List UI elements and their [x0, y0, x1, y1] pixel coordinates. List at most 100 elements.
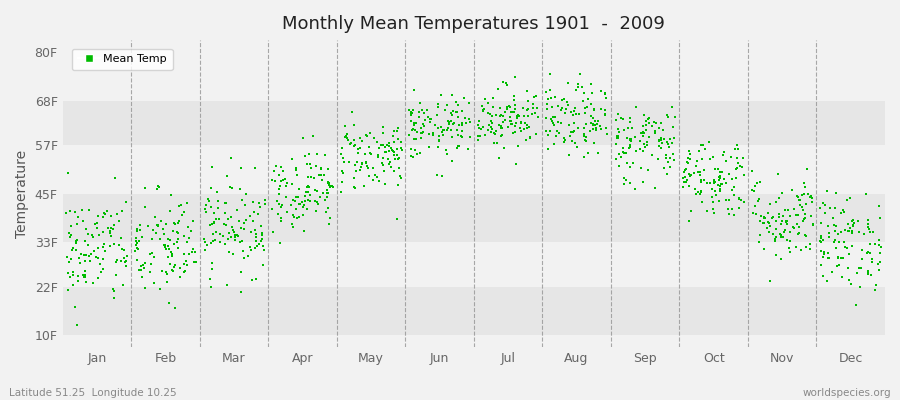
Point: [161, 246, 176, 252]
Point: [391, 125, 405, 131]
Point: [845, 222, 859, 228]
Point: [860, 250, 875, 256]
Point: [493, 112, 508, 118]
Point: [611, 132, 625, 139]
Point: [861, 226, 876, 233]
Point: [91, 213, 105, 219]
Point: [571, 80, 585, 87]
Point: [255, 236, 269, 242]
Point: [618, 177, 633, 183]
Point: [693, 169, 707, 175]
Point: [319, 209, 333, 216]
Point: [506, 130, 520, 136]
Point: [149, 230, 164, 237]
Point: [598, 95, 613, 102]
Point: [351, 145, 365, 152]
Point: [132, 227, 147, 234]
Point: [77, 237, 92, 244]
Point: [751, 198, 765, 204]
Point: [207, 210, 221, 216]
Point: [580, 121, 594, 127]
Point: [641, 166, 655, 173]
Point: [303, 165, 318, 172]
Bar: [62, 242, 885, 286]
Point: [703, 179, 717, 186]
Point: [394, 147, 409, 154]
Point: [831, 231, 845, 238]
Point: [63, 274, 77, 280]
Point: [87, 248, 102, 254]
Point: [348, 142, 363, 148]
Point: [639, 118, 653, 124]
Point: [641, 116, 655, 122]
Point: [625, 124, 639, 131]
Point: [859, 191, 873, 197]
Point: [561, 80, 575, 87]
Point: [622, 144, 636, 151]
Point: [246, 218, 260, 224]
Point: [150, 183, 165, 190]
Point: [289, 166, 303, 173]
Point: [336, 169, 350, 176]
Point: [608, 141, 623, 148]
Point: [387, 149, 401, 155]
Point: [171, 236, 185, 243]
Point: [82, 253, 96, 259]
Point: [372, 178, 386, 185]
Point: [393, 145, 408, 151]
Point: [356, 183, 371, 189]
Point: [715, 169, 729, 176]
Point: [212, 239, 227, 245]
Point: [429, 112, 444, 118]
Point: [171, 230, 185, 236]
Point: [500, 124, 515, 130]
Point: [841, 228, 855, 234]
Point: [766, 214, 780, 221]
Point: [520, 98, 535, 104]
Point: [394, 175, 409, 181]
Point: [284, 202, 298, 208]
Point: [238, 202, 253, 208]
Point: [706, 176, 721, 183]
Point: [696, 142, 710, 148]
Point: [793, 197, 807, 204]
Point: [653, 145, 668, 152]
Point: [378, 180, 392, 187]
Point: [828, 228, 842, 234]
Point: [719, 197, 733, 204]
Point: [138, 260, 152, 266]
Point: [828, 205, 842, 211]
Point: [623, 180, 637, 186]
Point: [574, 84, 589, 90]
Point: [580, 134, 594, 140]
Point: [737, 198, 751, 205]
Point: [272, 186, 286, 192]
Point: [86, 232, 100, 238]
Point: [616, 181, 631, 187]
Point: [321, 178, 336, 185]
Point: [184, 228, 198, 234]
Point: [623, 142, 637, 148]
Point: [201, 196, 215, 202]
Point: [448, 108, 463, 115]
Point: [567, 128, 581, 135]
Point: [383, 163, 398, 170]
Point: [647, 119, 662, 126]
Point: [777, 229, 791, 236]
Point: [68, 208, 82, 215]
Point: [869, 282, 884, 288]
Point: [520, 113, 535, 119]
Point: [496, 79, 510, 85]
Point: [514, 127, 528, 134]
Point: [403, 153, 418, 159]
Point: [446, 92, 460, 98]
Point: [387, 167, 401, 174]
Point: [172, 217, 186, 224]
Point: [424, 115, 438, 122]
Point: [749, 210, 763, 217]
Point: [817, 202, 832, 209]
Point: [442, 118, 456, 125]
Point: [322, 184, 337, 191]
Point: [668, 114, 682, 120]
Point: [476, 107, 491, 113]
